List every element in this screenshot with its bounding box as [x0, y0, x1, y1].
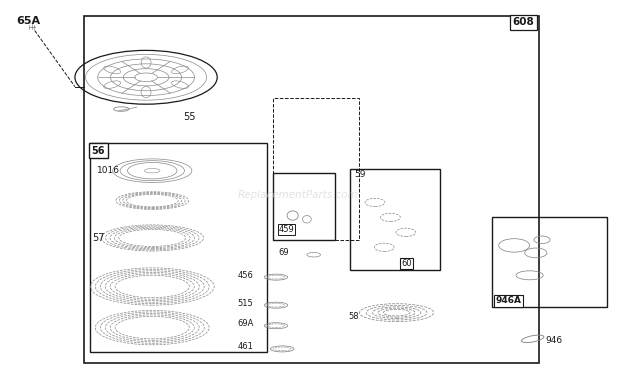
- Text: 69A: 69A: [237, 320, 254, 328]
- Text: 608: 608: [513, 17, 534, 27]
- Text: ReplacementParts.com: ReplacementParts.com: [237, 190, 358, 200]
- Text: 459: 459: [278, 225, 294, 234]
- Bar: [273, 98, 360, 240]
- Text: 55: 55: [183, 111, 196, 122]
- Text: 946: 946: [545, 336, 562, 345]
- Bar: [492, 217, 607, 307]
- Text: 69: 69: [278, 248, 289, 257]
- Text: 1016: 1016: [97, 166, 120, 175]
- Bar: [350, 169, 440, 270]
- Text: 946A: 946A: [495, 296, 521, 305]
- Text: 59: 59: [355, 170, 366, 179]
- Text: 461: 461: [237, 342, 254, 351]
- Text: 515: 515: [237, 299, 254, 308]
- Bar: [84, 16, 539, 363]
- Text: 57: 57: [92, 233, 105, 243]
- Bar: [273, 172, 335, 240]
- Text: 58: 58: [348, 312, 359, 321]
- Text: 65A: 65A: [16, 16, 40, 26]
- Bar: [91, 142, 267, 352]
- Text: 60: 60: [402, 259, 412, 268]
- Text: 456: 456: [237, 271, 254, 280]
- Text: 56: 56: [92, 146, 105, 156]
